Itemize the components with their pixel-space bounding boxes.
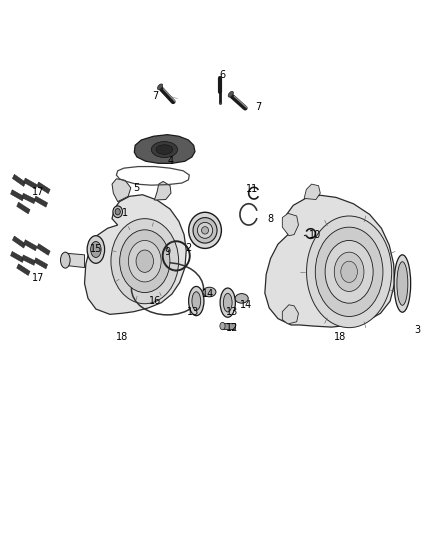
Ellipse shape	[156, 145, 173, 155]
Text: 13: 13	[226, 306, 238, 317]
Text: 4: 4	[168, 156, 174, 166]
Ellipse shape	[228, 91, 233, 97]
Polygon shape	[65, 253, 85, 268]
Text: 5: 5	[133, 183, 139, 193]
Ellipse shape	[87, 236, 105, 263]
Ellipse shape	[91, 241, 101, 257]
FancyArrow shape	[22, 193, 35, 204]
Ellipse shape	[113, 206, 123, 217]
FancyArrow shape	[22, 255, 35, 265]
FancyArrow shape	[12, 236, 26, 248]
Polygon shape	[265, 195, 395, 327]
Ellipse shape	[220, 288, 235, 317]
Text: 14: 14	[240, 300, 252, 310]
Ellipse shape	[189, 212, 221, 248]
Ellipse shape	[60, 252, 70, 268]
Ellipse shape	[151, 142, 177, 158]
Ellipse shape	[193, 217, 217, 243]
Polygon shape	[85, 195, 186, 314]
Ellipse shape	[120, 230, 170, 293]
Polygon shape	[283, 305, 298, 324]
Ellipse shape	[220, 322, 225, 330]
Text: 2: 2	[185, 243, 191, 253]
Ellipse shape	[111, 219, 179, 304]
Ellipse shape	[394, 255, 411, 312]
Ellipse shape	[201, 227, 208, 234]
Text: 9: 9	[164, 247, 170, 256]
FancyArrow shape	[17, 202, 30, 214]
Text: 7: 7	[255, 102, 261, 112]
Polygon shape	[304, 184, 320, 199]
Text: 18: 18	[116, 332, 128, 342]
Text: 16: 16	[148, 296, 161, 306]
Ellipse shape	[189, 286, 204, 316]
Text: 8: 8	[268, 214, 274, 224]
Polygon shape	[283, 213, 298, 236]
Text: 7: 7	[152, 91, 159, 101]
Ellipse shape	[325, 240, 373, 303]
FancyArrow shape	[37, 244, 50, 255]
Polygon shape	[154, 181, 171, 200]
Bar	[223, 323, 235, 329]
Text: 11: 11	[246, 184, 258, 195]
Ellipse shape	[315, 227, 383, 317]
Ellipse shape	[158, 84, 162, 90]
Text: 12: 12	[226, 322, 238, 333]
Ellipse shape	[334, 252, 364, 292]
Ellipse shape	[235, 294, 248, 303]
FancyArrow shape	[24, 240, 37, 251]
Polygon shape	[112, 179, 131, 201]
Text: 14: 14	[202, 289, 214, 299]
Text: 17: 17	[32, 187, 44, 197]
Text: 3: 3	[415, 325, 421, 335]
Ellipse shape	[198, 222, 213, 238]
Ellipse shape	[397, 262, 408, 305]
FancyArrow shape	[11, 190, 24, 201]
FancyArrow shape	[24, 178, 37, 189]
Text: 6: 6	[219, 70, 226, 80]
Ellipse shape	[136, 250, 153, 272]
FancyArrow shape	[34, 196, 48, 207]
Text: 10: 10	[309, 230, 321, 240]
Text: 18: 18	[334, 332, 346, 342]
Ellipse shape	[307, 216, 392, 328]
Ellipse shape	[203, 287, 216, 297]
Text: 17: 17	[32, 273, 44, 283]
Text: 13: 13	[187, 306, 199, 317]
FancyArrow shape	[12, 174, 26, 187]
Ellipse shape	[223, 293, 232, 312]
Text: 1: 1	[122, 208, 128, 219]
FancyArrow shape	[17, 264, 30, 276]
Text: 15: 15	[90, 245, 102, 254]
Ellipse shape	[115, 208, 120, 215]
Ellipse shape	[341, 261, 357, 282]
FancyArrow shape	[11, 252, 24, 262]
Ellipse shape	[192, 292, 201, 310]
Polygon shape	[134, 135, 195, 164]
FancyArrow shape	[34, 258, 48, 269]
FancyArrow shape	[37, 182, 50, 193]
Ellipse shape	[128, 240, 161, 282]
